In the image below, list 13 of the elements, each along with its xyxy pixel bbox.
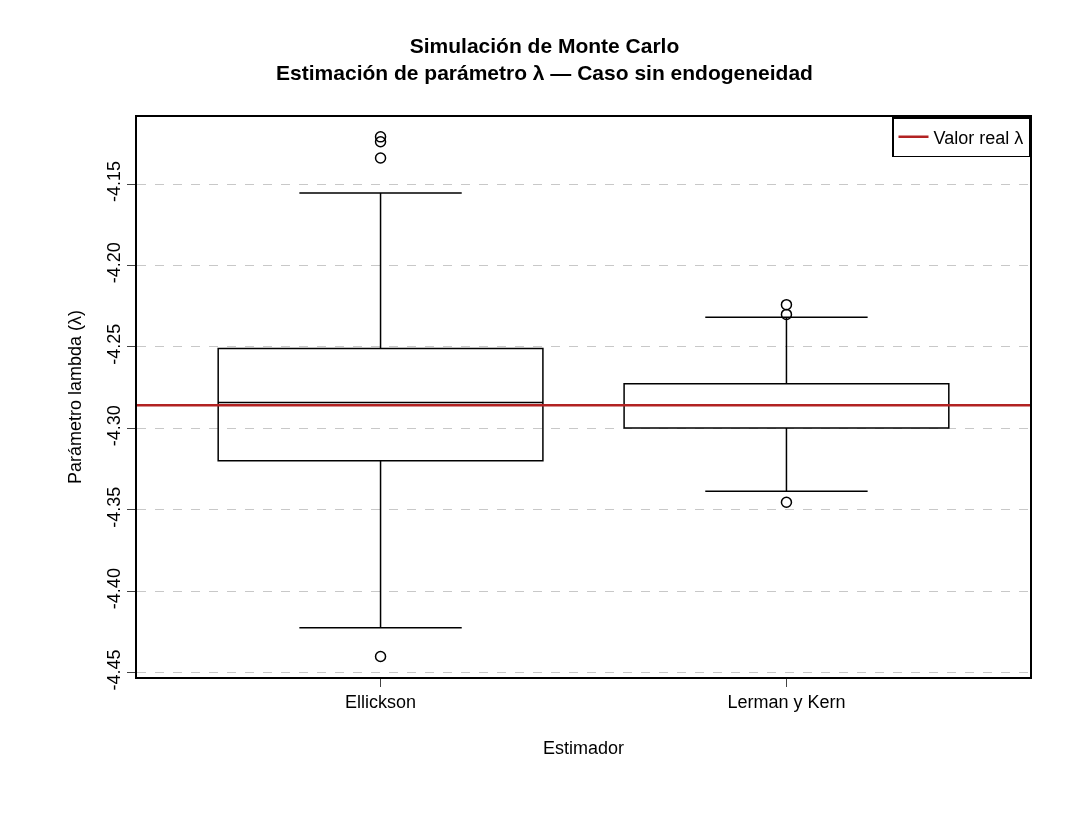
y-tick-label: -4.15: [104, 160, 125, 202]
chart-title: Simulación de Monte Carlo Estimación de parámetro λ — Caso sin endogeneidad: [276, 34, 813, 85]
x-tick-label: Lerman y Kern: [727, 692, 846, 713]
y-tick-label: -4.20: [104, 242, 125, 284]
y-tick-label: -4.40: [104, 568, 125, 610]
x-tick-label: Ellickson: [345, 692, 417, 713]
y-tick-label: -4.30: [104, 405, 125, 447]
x-axis-title: Estimador: [542, 737, 625, 758]
legend-label: Valor real λ: [933, 127, 1024, 148]
y-axis-title: Parámetro lambda (λ): [64, 309, 85, 485]
y-tick-label: -4.25: [104, 323, 125, 365]
y-tick-label: -4.35: [104, 486, 125, 528]
y-tick-label: -4.45: [104, 649, 125, 691]
